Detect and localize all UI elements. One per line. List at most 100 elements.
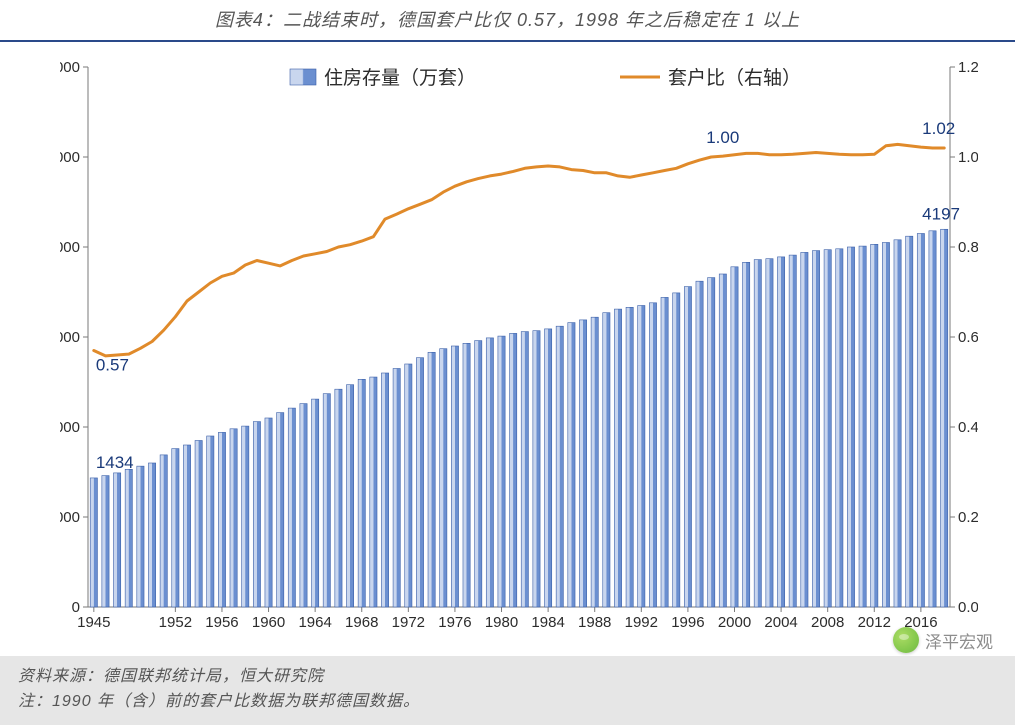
svg-text:1972: 1972 <box>392 614 425 631</box>
svg-text:1952: 1952 <box>159 614 192 631</box>
svg-text:4000: 4000 <box>60 239 80 256</box>
bar <box>102 476 109 607</box>
svg-text:1996: 1996 <box>671 614 704 631</box>
bar <box>300 404 307 607</box>
bar <box>533 331 540 607</box>
legend-bar-swatch <box>290 69 316 85</box>
bar <box>312 399 319 607</box>
bar <box>148 463 155 607</box>
svg-text:1988: 1988 <box>578 614 611 631</box>
bar <box>556 326 563 607</box>
bar <box>871 244 878 607</box>
bar <box>521 332 528 607</box>
svg-text:1956: 1956 <box>205 614 238 631</box>
note-line: 注：1990 年（含）前的套户比数据为联邦德国数据。 <box>18 689 997 715</box>
svg-text:1.0: 1.0 <box>958 149 978 166</box>
svg-text:1000: 1000 <box>60 509 80 526</box>
bar <box>160 455 167 607</box>
svg-text:2000: 2000 <box>60 419 80 436</box>
bar <box>277 413 284 607</box>
bar <box>719 274 726 607</box>
bar <box>917 234 924 608</box>
wechat-logo-icon <box>893 627 919 653</box>
svg-text:5000: 5000 <box>60 149 80 166</box>
bar <box>183 445 190 607</box>
legend-bar-label: 住房存量（万套） <box>324 67 476 89</box>
svg-text:0.8: 0.8 <box>958 239 978 256</box>
bar <box>614 309 621 607</box>
svg-text:0.6: 0.6 <box>958 329 978 346</box>
watermark: 泽平宏观 <box>893 627 993 653</box>
bar <box>498 336 505 607</box>
bar <box>381 373 388 607</box>
bar <box>649 303 656 607</box>
bar <box>696 281 703 607</box>
bar <box>626 307 633 607</box>
svg-text:1984: 1984 <box>531 614 564 631</box>
svg-text:1945: 1945 <box>77 614 110 631</box>
bar <box>451 346 458 607</box>
bar <box>358 379 365 607</box>
svg-text:2004: 2004 <box>764 614 797 631</box>
bar <box>510 333 517 607</box>
bar <box>265 418 272 607</box>
svg-text:2000: 2000 <box>718 614 751 631</box>
bar <box>894 240 901 607</box>
bar <box>207 436 214 607</box>
bar <box>789 255 796 607</box>
bar <box>929 231 936 607</box>
bar <box>323 394 330 607</box>
svg-text:2008: 2008 <box>811 614 844 631</box>
bar <box>486 338 493 607</box>
svg-text:1976: 1976 <box>438 614 471 631</box>
bar <box>743 262 750 607</box>
watermark-text: 泽平宏观 <box>925 628 993 653</box>
bar <box>218 432 225 607</box>
bar <box>172 449 179 607</box>
bar <box>906 236 913 607</box>
bar <box>90 478 97 607</box>
bar <box>754 260 761 607</box>
bar <box>230 429 237 607</box>
svg-text:6000: 6000 <box>60 59 80 76</box>
bar <box>941 229 948 607</box>
data-label: 4197 <box>922 204 960 223</box>
bar <box>242 426 249 607</box>
bar <box>661 297 668 607</box>
svg-text:1.2: 1.2 <box>958 59 978 76</box>
bar <box>731 267 738 607</box>
legend-line-label: 套户比（右轴） <box>668 67 801 89</box>
chart-svg: 01000200030004000500060000.00.20.40.60.8… <box>60 55 978 635</box>
bar <box>777 257 784 607</box>
plot-area: 01000200030004000500060000.00.20.40.60.8… <box>60 55 978 635</box>
svg-text:1964: 1964 <box>298 614 331 631</box>
svg-text:3000: 3000 <box>60 329 80 346</box>
svg-text:1992: 1992 <box>625 614 658 631</box>
bar <box>836 249 843 607</box>
bar <box>463 343 470 607</box>
data-label: 1.00 <box>706 128 739 147</box>
bar <box>370 377 377 607</box>
data-label: 1434 <box>96 453 134 472</box>
bar <box>475 341 482 607</box>
bar <box>882 243 889 608</box>
bar <box>137 466 144 607</box>
bar <box>114 473 121 607</box>
bar <box>346 385 353 607</box>
chart-title-bar: 图表4：二战结束时，德国套户比仅 0.57，1998 年之后稳定在 1 以上 <box>0 0 1015 42</box>
bar <box>405 364 412 607</box>
bar <box>253 422 260 607</box>
bar <box>708 278 715 607</box>
bar <box>393 369 400 608</box>
bar <box>847 247 854 607</box>
svg-text:1960: 1960 <box>252 614 285 631</box>
figure-container: 图表4：二战结束时，德国套户比仅 0.57，1998 年之后稳定在 1 以上 0… <box>0 0 1015 725</box>
bar <box>859 246 866 607</box>
svg-text:0.0: 0.0 <box>958 599 978 616</box>
bar <box>591 317 598 607</box>
svg-text:1968: 1968 <box>345 614 378 631</box>
bar <box>195 441 202 608</box>
svg-text:1980: 1980 <box>485 614 518 631</box>
svg-text:2012: 2012 <box>858 614 891 631</box>
bar <box>812 251 819 607</box>
